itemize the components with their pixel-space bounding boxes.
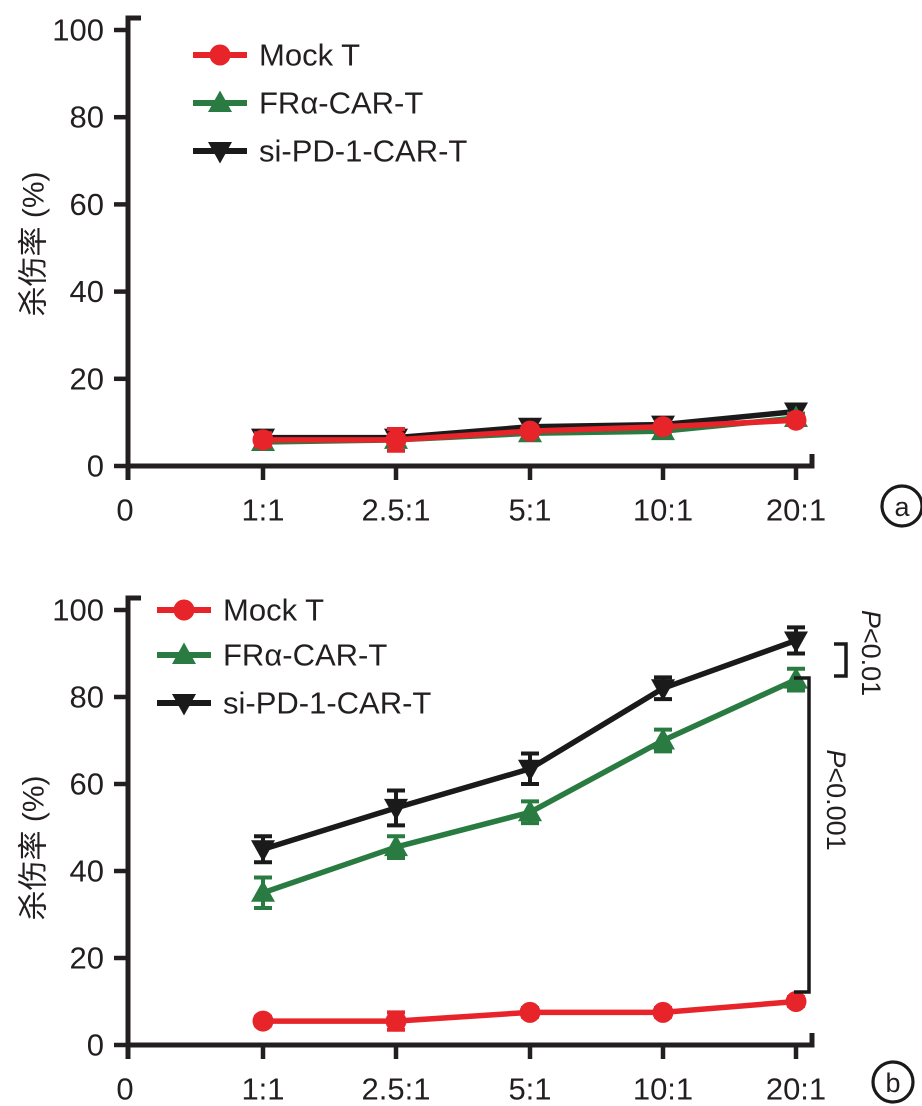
- series-marker: [251, 880, 275, 902]
- y-tick-label: 100: [52, 593, 104, 628]
- series-marker: [652, 1001, 674, 1023]
- series-marker: [384, 798, 408, 821]
- panel-letter-circle: [871, 1060, 915, 1104]
- y-tick-label: 80: [70, 680, 104, 715]
- y-tick-label: 40: [70, 274, 104, 309]
- series-si-pd-1-car-t: [251, 625, 808, 865]
- series-mock-t: [252, 991, 807, 1032]
- legend-item-mock-t: Mock T: [193, 38, 360, 73]
- y-tick-label: 100: [52, 13, 104, 48]
- series-marker: [252, 429, 274, 451]
- x-tick-label: 1:1: [241, 493, 284, 528]
- y-tick-label: 0: [87, 1028, 104, 1063]
- y-tick-label: 20: [70, 941, 104, 976]
- y-axis-title: 杀伤率 (%): [18, 172, 51, 317]
- series-marker: [785, 409, 807, 431]
- panel-a-chart: 0 20 40 60 80 100 1:1 2.5:1 5:1 10:1 20:1 0 杀伤率 (%) M…: [18, 13, 922, 528]
- legend-item-si-pd-1-car-t: si-PD-1-CAR-T: [193, 134, 467, 169]
- legend-marker: [208, 90, 232, 112]
- series-marker: [519, 420, 541, 442]
- y-tick-label: 40: [70, 854, 104, 889]
- series-marker: [518, 799, 542, 822]
- series-fr-car-t: [251, 666, 808, 910]
- x-tick-label: 10:1: [633, 1072, 693, 1106]
- significance-bracket: [834, 642, 848, 678]
- x-origin-label: 0: [116, 493, 133, 528]
- legend-marker: [172, 642, 196, 664]
- x-tick-label: 2.5:1: [362, 1072, 431, 1106]
- series-marker: [384, 834, 408, 857]
- panel-letter: b: [885, 1068, 900, 1098]
- series-marker: [651, 679, 675, 701]
- y-axis-title: 杀伤率 (%): [18, 776, 51, 921]
- series-marker: [385, 1010, 407, 1032]
- x-tick-label: 10:1: [633, 493, 693, 528]
- series-marker: [385, 429, 407, 451]
- x-tick-label: 20:1: [766, 493, 826, 528]
- series-marker: [651, 728, 675, 750]
- panel-b-chart: 0 20 40 60 80 100 1:1 2.5:1 5:1 10:1 20:1 0 杀伤率 (%) M…: [18, 593, 915, 1106]
- y-tick-label: 80: [70, 100, 104, 135]
- y-tick-label: 60: [70, 767, 104, 802]
- y-tick-label: 20: [70, 361, 104, 396]
- x-tick-label: 1:1: [241, 1072, 284, 1106]
- series-marker: [518, 759, 542, 782]
- legend-label: FRα-CAR-T: [259, 86, 423, 121]
- x-tick-label: 5:1: [508, 1072, 551, 1106]
- significance-bracket: [794, 676, 811, 994]
- legend-label: Mock T: [259, 38, 360, 73]
- p-value-label: P<0.01: [856, 610, 886, 696]
- x-tick-label: 5:1: [508, 493, 551, 528]
- legend-marker: [209, 44, 231, 66]
- x-tick-label: 20:1: [766, 1072, 826, 1106]
- series-marker: [251, 840, 275, 862]
- x-axis: [128, 454, 815, 469]
- legend-item-fr-car-t: FRα-CAR-T: [193, 86, 423, 121]
- series-mock-t: [252, 409, 807, 453]
- x-axis: [128, 1033, 815, 1048]
- legend-item-fr-car-t: FRα-CAR-T: [157, 638, 387, 673]
- x-origin-label: 0: [116, 1072, 133, 1106]
- legend-label: si-PD-1-CAR-T: [223, 686, 431, 721]
- legend-marker: [208, 142, 232, 164]
- legend-label: si-PD-1-CAR-T: [259, 134, 467, 169]
- p-value-label: P<0.001: [821, 749, 851, 850]
- legend-marker: [172, 694, 196, 716]
- y-axis: [125, 15, 141, 480]
- x-tick-label: 2.5:1: [362, 493, 431, 528]
- series-marker: [785, 991, 807, 1012]
- panel-letter-circle: [880, 484, 922, 528]
- legend-item-mock-t: Mock T: [157, 593, 324, 628]
- y-axis: [125, 595, 141, 1059]
- y-tick-label: 0: [87, 449, 104, 484]
- legend-label: Mock T: [223, 593, 324, 628]
- series-marker: [784, 631, 808, 653]
- legend-label: FRα-CAR-T: [223, 638, 387, 673]
- panel-letter: a: [894, 492, 910, 522]
- series-marker: [519, 1001, 541, 1023]
- y-tick-label: 60: [70, 187, 104, 222]
- legend-item-si-pd-1-car-t: si-PD-1-CAR-T: [157, 686, 431, 721]
- series-marker: [652, 416, 674, 438]
- legend-marker: [173, 599, 195, 621]
- series-marker: [252, 1010, 274, 1032]
